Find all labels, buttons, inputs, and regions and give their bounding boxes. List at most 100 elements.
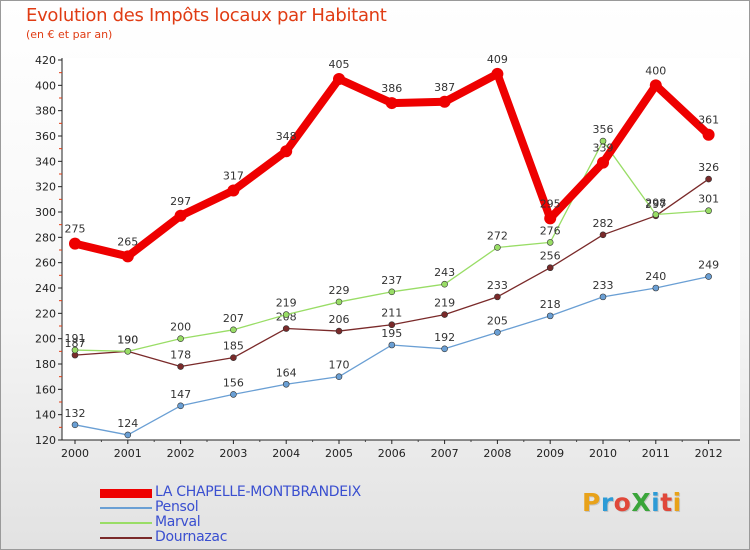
data-point-la-chapelle-montbrandeix: [69, 237, 81, 250]
data-point-marval: [494, 244, 501, 251]
data-label-pensol: 170: [329, 359, 350, 372]
data-point-la-chapelle-montbrandeix: [544, 212, 557, 225]
data-label-marval: 301: [698, 193, 719, 206]
data-point-la-chapelle-montbrandeix: [438, 95, 451, 108]
data-label-la-chapelle-montbrandeix: 348: [276, 130, 297, 143]
data-label-pensol: 192: [434, 331, 455, 344]
data-point-pensol: [282, 380, 290, 388]
proxiti-logo: ProXiti: [582, 488, 682, 517]
data-point-marval: [441, 280, 448, 288]
data-point-la-chapelle-montbrandeix: [174, 209, 187, 222]
x-tick-label: 2009: [536, 447, 564, 460]
legend-label-marval: Marval: [155, 514, 201, 530]
data-label-pensol: 156: [223, 376, 244, 389]
data-label-dournazac: 190: [117, 333, 138, 346]
data-point-marval: [388, 288, 396, 296]
data-point-pensol: [441, 345, 448, 353]
data-point-marval: [335, 298, 343, 306]
y-tick-label: 420: [35, 54, 56, 67]
data-label-marval: 200: [170, 321, 191, 334]
x-tick-label: 2007: [431, 447, 459, 460]
data-point-la-chapelle-montbrandeix: [227, 184, 240, 197]
data-label-marval: 243: [434, 266, 455, 279]
data-label-pensol: 132: [65, 407, 86, 420]
data-label-marval: 298: [645, 197, 666, 210]
data-point-dournazac: [282, 325, 290, 332]
data-point-marval: [546, 239, 554, 246]
legend-label-la-chapelle-montbrandeix: LA CHAPELLE-MONTBRANDEIX: [155, 484, 361, 500]
data-point-la-chapelle-montbrandeix: [121, 250, 134, 263]
data-point-la-chapelle-montbrandeix: [702, 128, 715, 141]
data-label-marval: 229: [329, 284, 350, 297]
x-tick-label: 2001: [114, 447, 142, 460]
data-label-dournazac: 233: [487, 279, 508, 292]
data-label-la-chapelle-montbrandeix: 295: [540, 197, 561, 210]
data-label-marval: 207: [223, 312, 244, 325]
data-point-marval: [71, 346, 79, 354]
data-point-pensol: [705, 273, 712, 280]
data-label-dournazac: 185: [223, 340, 244, 353]
y-tick-label: 220: [35, 307, 56, 320]
data-label-la-chapelle-montbrandeix: 339: [593, 142, 614, 155]
data-label-la-chapelle-montbrandeix: 387: [434, 81, 455, 94]
x-tick-label: 2003: [219, 447, 247, 460]
brand-letter: i: [672, 488, 682, 517]
data-label-pensol: 195: [381, 327, 402, 340]
data-point-la-chapelle-montbrandeix: [333, 73, 345, 85]
data-point-la-chapelle-montbrandeix: [280, 145, 293, 158]
data-point-pensol: [124, 431, 132, 439]
data-point-la-chapelle-montbrandeix: [597, 156, 609, 169]
data-point-pensol: [71, 421, 79, 429]
legend-swatch-la-chapelle-montbrandeix: [100, 489, 152, 498]
y-tick-label: 340: [35, 155, 56, 168]
data-label-la-chapelle-montbrandeix: 400: [645, 64, 666, 77]
brand-letter: o: [613, 488, 632, 517]
data-label-pensol: 205: [487, 314, 508, 327]
y-tick-label: 120: [35, 434, 56, 447]
data-label-la-chapelle-montbrandeix: 275: [65, 223, 86, 236]
data-label-pensol: 233: [593, 279, 614, 292]
data-point-pensol: [652, 284, 660, 292]
data-point-la-chapelle-montbrandeix: [491, 67, 504, 80]
data-point-dournazac: [546, 264, 554, 272]
data-label-marval: 219: [276, 297, 297, 310]
y-tick-label: 160: [35, 383, 56, 396]
data-label-dournazac: 219: [434, 297, 455, 310]
data-label-marval: 191: [65, 332, 86, 345]
x-tick-label: 2000: [61, 447, 89, 460]
x-tick-label: 2011: [642, 447, 670, 460]
data-label-dournazac: 282: [593, 217, 614, 230]
data-point-marval: [599, 137, 607, 145]
data-point-dournazac: [441, 311, 448, 318]
brand-letter: r: [600, 488, 614, 517]
x-tick-label: 2005: [325, 447, 353, 460]
data-point-pensol: [546, 312, 554, 320]
data-point-marval: [705, 207, 712, 215]
data-point-pensol: [388, 341, 396, 349]
data-point-marval: [230, 326, 237, 334]
y-tick-label: 260: [35, 257, 56, 270]
data-point-dournazac: [494, 293, 501, 301]
chart-subtitle: (en € et par an): [26, 28, 113, 41]
data-label-dournazac: 187: [65, 337, 86, 350]
data-label-pensol: 240: [645, 270, 666, 283]
data-label-marval: 190: [117, 333, 138, 346]
data-point-marval: [652, 211, 660, 218]
data-label-marval: 272: [487, 229, 508, 242]
data-label-la-chapelle-montbrandeix: 297: [170, 195, 191, 208]
y-tick-label: 360: [35, 130, 56, 143]
data-point-pensol: [494, 329, 501, 336]
data-label-dournazac: 206: [329, 313, 350, 326]
data-point-marval: [124, 348, 132, 355]
legend-label-dournazac: Dournazac: [155, 529, 228, 545]
data-point-dournazac: [177, 363, 184, 370]
brand-letter: i: [651, 488, 661, 517]
chart-title: Evolution des Impôts locaux par Habitant: [26, 5, 387, 26]
data-label-la-chapelle-montbrandeix: 265: [117, 235, 138, 248]
data-point-dournazac: [705, 175, 712, 183]
data-label-la-chapelle-montbrandeix: 361: [698, 114, 719, 127]
data-point-dournazac: [388, 321, 396, 329]
data-label-pensol: 164: [276, 366, 297, 379]
data-point-marval: [282, 311, 290, 318]
